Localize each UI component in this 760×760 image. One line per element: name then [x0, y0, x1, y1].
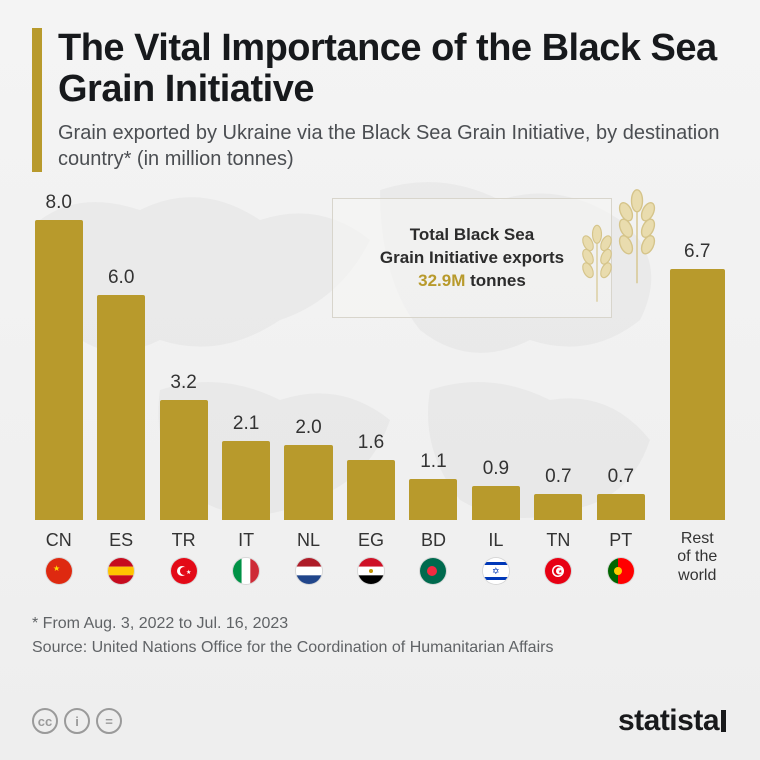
axis-label-it: IT	[219, 520, 272, 584]
country-code: CN	[46, 530, 72, 552]
flag-icon-tr: ★	[171, 558, 197, 584]
flag-icon-bd	[420, 558, 446, 584]
bar-value: 1.1	[420, 451, 446, 473]
attribution-icon: i	[64, 708, 90, 734]
axis-label-il: IL ✡	[469, 520, 522, 584]
callout-line2: Grain Initiative exports	[380, 248, 564, 267]
axis-label-es: ES	[94, 520, 147, 584]
bar-rect	[472, 486, 520, 520]
bar-cn: 8.0	[32, 192, 85, 520]
bar-rect	[597, 494, 645, 520]
flag-icon-tn: ★	[545, 558, 571, 584]
bar-value: 2.1	[233, 413, 259, 435]
logo-text: statista	[618, 704, 719, 738]
bar-value: 2.0	[295, 417, 321, 439]
country-code: IT	[238, 530, 254, 552]
country-code: PT	[609, 530, 632, 552]
axis-label-tr: TR ★	[157, 520, 210, 584]
callout-value: 32.9M	[418, 271, 465, 290]
flag-icon-es	[108, 558, 134, 584]
rest-label: Restof theworld	[677, 530, 717, 585]
bar-rect	[160, 400, 208, 520]
country-code: IL	[488, 530, 503, 552]
flag-icon-pt	[608, 558, 634, 584]
wheat-icon	[562, 214, 632, 304]
bar-es: 6.0	[94, 267, 147, 520]
axis-label-tn: TN ★	[532, 520, 585, 584]
axis-label-bd: BD	[407, 520, 460, 584]
flag-icon-nl	[296, 558, 322, 584]
page-subtitle: Grain exported by Ukraine via the Black …	[58, 120, 728, 172]
footnote-source: Source: United Nations Office for the Co…	[32, 636, 728, 660]
nd-icon: =	[96, 708, 122, 734]
callout-line1: Total Black Sea	[410, 225, 534, 244]
axis-label-rest: Restof theworld	[667, 520, 728, 584]
axis-label-cn: CN ★	[32, 520, 85, 584]
bar-rect	[534, 494, 582, 520]
axis-label-pt: PT	[594, 520, 647, 584]
country-code: BD	[421, 530, 446, 552]
flag-icon-il: ✡	[483, 558, 509, 584]
country-code: TR	[172, 530, 196, 552]
footnote-date-range: * From Aug. 3, 2022 to Jul. 16, 2023	[32, 612, 728, 636]
bar-tn: 0.7	[532, 466, 585, 520]
page-title: The Vital Importance of the Black Sea Gr…	[58, 28, 728, 110]
bar-bd: 1.1	[407, 451, 460, 520]
country-code: ES	[109, 530, 133, 552]
flag-icon-cn: ★	[46, 558, 72, 584]
axis-label-eg: EG	[344, 520, 397, 584]
bar-value: 3.2	[170, 372, 196, 394]
cc-icon: cc	[32, 708, 58, 734]
flag-icon-it	[233, 558, 259, 584]
header: The Vital Importance of the Black Sea Gr…	[32, 28, 728, 172]
header-accent-bar	[32, 28, 42, 172]
bar-value: 6.0	[108, 267, 134, 289]
bar-rect	[670, 269, 725, 520]
bar-il: 0.9	[469, 458, 522, 520]
svg-text:★: ★	[53, 564, 60, 573]
svg-text:★: ★	[558, 569, 563, 575]
bar-nl: 2.0	[282, 417, 335, 520]
bar-rect	[409, 479, 457, 520]
logo-bar-icon	[721, 710, 726, 732]
bar-tr: 3.2	[157, 372, 210, 520]
country-code: TN	[546, 530, 570, 552]
bar-eg: 1.6	[344, 432, 397, 520]
callout-unit: tonnes	[470, 271, 526, 290]
bar-value: 6.7	[684, 241, 710, 263]
axis-label-nl: NL	[282, 520, 335, 584]
bar-rect	[284, 445, 332, 520]
svg-text:★: ★	[186, 569, 191, 576]
bar-value: 1.6	[358, 432, 384, 454]
bar-value: 8.0	[46, 192, 72, 214]
bar-rect	[222, 441, 270, 520]
svg-text:✡: ✡	[492, 566, 500, 576]
bar-value: 0.7	[545, 466, 571, 488]
bar-rect	[97, 295, 145, 520]
bar-rect	[347, 460, 395, 520]
country-code: NL	[297, 530, 320, 552]
bar-it: 2.1	[219, 413, 272, 520]
license-icons: cc i =	[32, 708, 122, 734]
bar-chart: Total Black Sea Grain Initiative exports…	[32, 190, 728, 600]
statista-logo: statista	[618, 704, 728, 738]
bar-value: 0.7	[608, 466, 634, 488]
bar-rect	[35, 220, 83, 520]
country-code: EG	[358, 530, 384, 552]
bar-pt: 0.7	[594, 466, 647, 520]
bar-value: 0.9	[483, 458, 509, 480]
flag-icon-eg	[358, 558, 384, 584]
footnotes: * From Aug. 3, 2022 to Jul. 16, 2023 Sou…	[32, 612, 728, 660]
